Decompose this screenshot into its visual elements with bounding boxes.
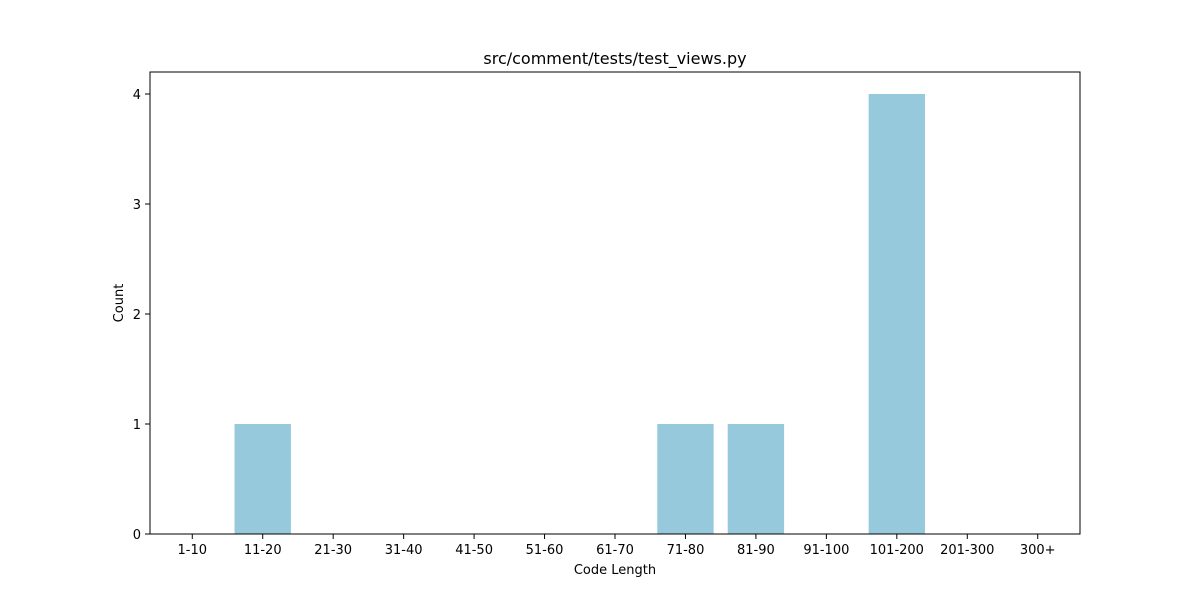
x-tick-label: 41-50 [455, 543, 493, 558]
y-axis: 0 1 2 3 4 [133, 88, 150, 543]
x-tick-label: 201-300 [940, 543, 994, 558]
bar-11-20 [234, 424, 291, 534]
bar-81-90 [727, 424, 785, 534]
bar-101-200 [868, 94, 925, 534]
bars-group [234, 94, 925, 534]
x-tick-label: 91-100 [803, 543, 849, 558]
x-tick-label: 31-40 [385, 543, 423, 558]
x-tick-label: 51-60 [526, 543, 564, 558]
x-tick-label: 300+ [1020, 543, 1056, 558]
y-tick-label: 2 [133, 308, 141, 323]
y-tick-label: 3 [133, 198, 141, 213]
chart-title: src/comment/tests/test_views.py [483, 49, 746, 69]
x-tick-label: 21-30 [314, 543, 352, 558]
x-axis-label: Code Length [574, 563, 656, 578]
bar-71-80 [657, 424, 714, 534]
y-axis-label: Count [112, 284, 127, 323]
y-tick-label: 1 [133, 418, 141, 433]
x-axis: 1-10 11-20 21-30 31-40 41-50 51-60 61-70 71-80 8… [178, 534, 1056, 558]
x-tick-label: 71-80 [667, 543, 705, 558]
x-tick-label: 11-20 [244, 543, 282, 558]
y-tick-label: 0 [133, 528, 141, 543]
x-tick-label: 81-90 [737, 543, 775, 558]
x-tick-label: 61-70 [596, 543, 634, 558]
x-tick-label: 1-10 [178, 543, 208, 558]
x-tick-label: 101-200 [870, 543, 924, 558]
y-tick-label: 4 [133, 88, 141, 103]
